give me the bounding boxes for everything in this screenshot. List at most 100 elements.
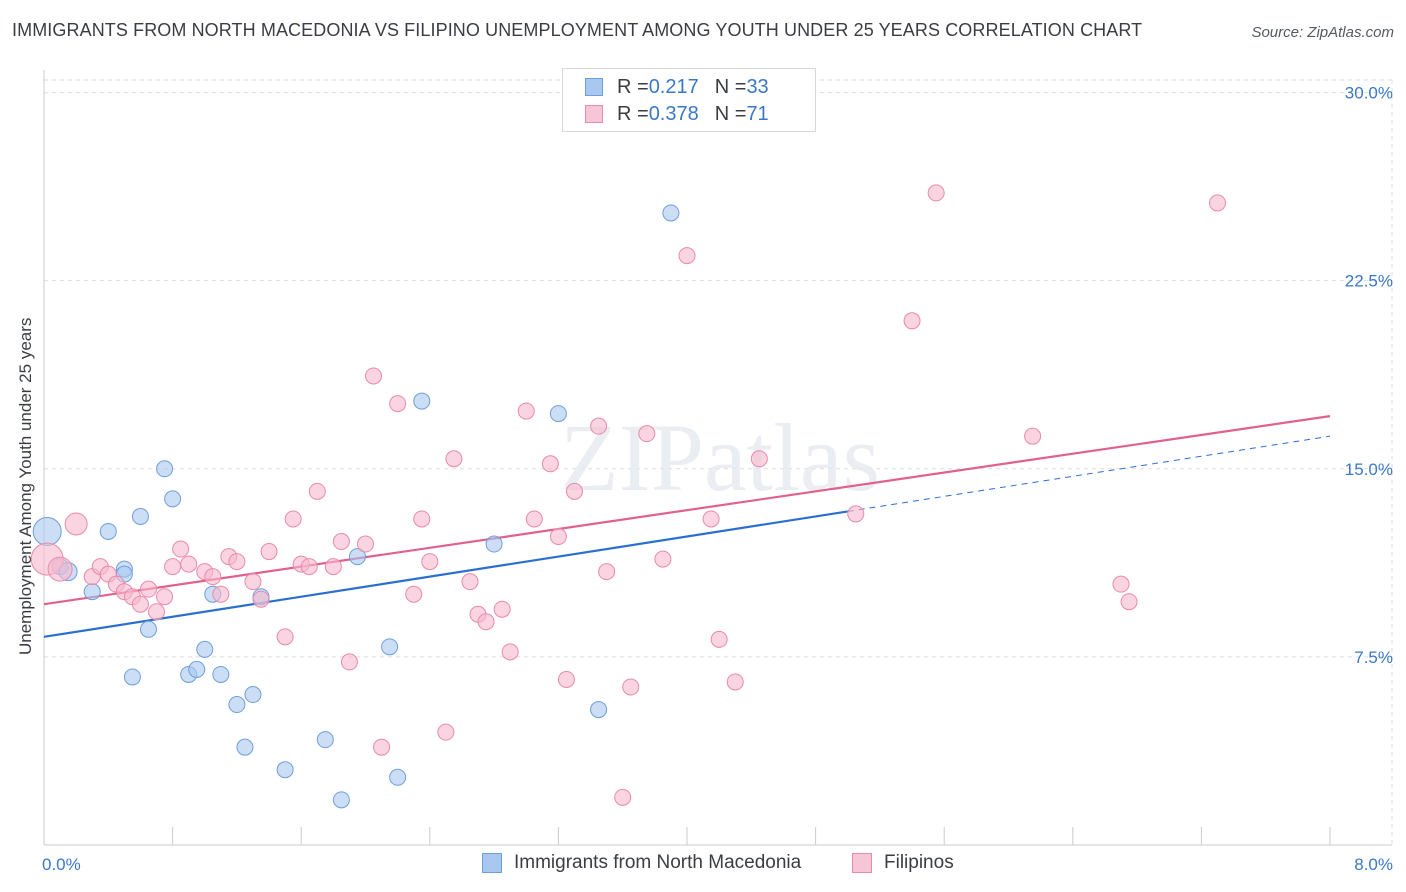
legend-item-filipinos[interactable]: Filipinos bbox=[852, 852, 954, 874]
filipino-point bbox=[557, 670, 575, 688]
legend-swatch-pink bbox=[852, 853, 872, 873]
filipino-point bbox=[622, 678, 640, 696]
macedonia-point bbox=[131, 507, 149, 525]
filipino-point bbox=[445, 450, 463, 468]
macedonia-point bbox=[32, 516, 62, 546]
filipino-point bbox=[477, 613, 495, 631]
filipino-point bbox=[284, 510, 302, 528]
filipino-point bbox=[1120, 593, 1138, 611]
macedonia-point bbox=[485, 535, 503, 553]
filipino-point bbox=[357, 535, 374, 553]
filipino-point bbox=[590, 417, 608, 435]
trend-lines bbox=[43, 415, 1331, 638]
macedonia-point bbox=[244, 686, 262, 704]
filipino-point bbox=[614, 788, 632, 806]
macedonia-point bbox=[348, 548, 366, 566]
filipino-point bbox=[421, 553, 439, 571]
filipino-point bbox=[139, 580, 157, 598]
macedonia-point bbox=[83, 583, 101, 601]
filipino-point bbox=[517, 402, 535, 420]
x-tick-label: 8.0% bbox=[1354, 855, 1393, 874]
legend-n-label: N = bbox=[714, 102, 747, 125]
macedonia-point bbox=[156, 460, 174, 478]
filipino-point bbox=[164, 558, 182, 576]
legend-r-label: R = bbox=[617, 102, 649, 125]
filipino-point bbox=[638, 425, 656, 443]
source-label: Source: ZipAtlas.com bbox=[1251, 24, 1394, 41]
filipino-point bbox=[228, 553, 246, 571]
legend-r-label: R = bbox=[617, 75, 649, 98]
filipino-point bbox=[549, 528, 567, 546]
macedonia-point bbox=[164, 490, 182, 508]
macedonia-point bbox=[139, 620, 157, 638]
legend-r-value: 0.217 bbox=[648, 75, 699, 98]
filipino-point bbox=[903, 312, 921, 330]
macedonia-point bbox=[188, 660, 206, 678]
tick-labels: 7.5% 15.0% 22.5% 30.0% 0.0% 8.0% bbox=[42, 84, 1393, 874]
y-tick-label: 15.0% bbox=[1345, 460, 1393, 479]
filipino-point bbox=[64, 512, 88, 536]
filipino-point bbox=[300, 558, 318, 576]
filipino-point bbox=[373, 738, 391, 756]
filipino-trend-line bbox=[43, 415, 1331, 606]
filipino-point bbox=[501, 643, 519, 661]
legend-swatch-blue bbox=[482, 853, 502, 873]
legend-r-value: 0.378 bbox=[648, 102, 699, 125]
filipino-point bbox=[172, 540, 190, 558]
macedonia-trend-line bbox=[43, 510, 848, 638]
filipino-point bbox=[365, 367, 383, 385]
macedonia-point bbox=[389, 768, 407, 786]
filipino-point bbox=[726, 673, 744, 691]
y-tick-label: 30.0% bbox=[1345, 84, 1393, 103]
y-tick-label: 7.5% bbox=[1354, 648, 1393, 667]
filipino-point bbox=[525, 510, 543, 528]
filipino-point bbox=[750, 450, 768, 468]
macedonia-point bbox=[332, 791, 350, 809]
x-tick-label: 0.0% bbox=[42, 855, 81, 874]
filipino-point bbox=[598, 563, 616, 581]
macedonia-point bbox=[212, 665, 230, 683]
legend-row-filipinos: R = 0.378 N = 71 bbox=[585, 101, 769, 127]
filipino-point bbox=[678, 247, 696, 265]
filipino-point bbox=[413, 510, 431, 528]
filipino-point bbox=[244, 573, 262, 591]
filipino-point bbox=[847, 505, 865, 523]
legend-n-value: 71 bbox=[746, 102, 769, 125]
y-tick-label: 22.5% bbox=[1345, 272, 1393, 291]
legend-label-macedonia: Immigrants from North Macedonia bbox=[514, 852, 802, 873]
macedonia-point bbox=[276, 761, 294, 779]
filipino-point bbox=[654, 550, 672, 568]
axes bbox=[43, 70, 1392, 846]
legend-swatch-blue bbox=[585, 78, 603, 96]
watermark: ZIPatlas bbox=[560, 404, 880, 511]
filipino-point bbox=[180, 555, 198, 573]
macedonia-trend-extension bbox=[847, 435, 1331, 512]
legend-item-macedonia[interactable]: Immigrants from North Macedonia bbox=[482, 852, 801, 874]
filipino-point bbox=[1208, 194, 1226, 212]
legend-row-macedonia: R = 0.217 N = 33 bbox=[585, 74, 769, 100]
filipino-point bbox=[276, 628, 294, 646]
filipino-point bbox=[131, 595, 149, 613]
filipino-point bbox=[1024, 427, 1042, 445]
macedonia-point bbox=[236, 738, 254, 756]
macedonia-point bbox=[196, 640, 214, 658]
filipino-point bbox=[340, 653, 358, 671]
filipino-point bbox=[156, 588, 174, 606]
filipino-point bbox=[324, 558, 342, 576]
filipino-point bbox=[212, 585, 230, 603]
legend-swatch-pink bbox=[585, 105, 603, 123]
macedonia-point bbox=[99, 522, 117, 540]
filipino-point bbox=[308, 482, 326, 500]
filipino-point bbox=[461, 573, 479, 591]
macedonia-point bbox=[413, 392, 431, 410]
filipino-point bbox=[565, 482, 583, 500]
filipino-point bbox=[1112, 575, 1130, 593]
macedonia-point bbox=[228, 696, 246, 714]
filipino-point bbox=[332, 533, 350, 551]
filipino-point bbox=[493, 600, 511, 618]
chart-title: IMMIGRANTS FROM NORTH MACEDONIA VS FILIP… bbox=[12, 20, 1143, 40]
y-axis-label: Unemployment Among Youth under 25 years bbox=[16, 317, 35, 655]
series-legend: Immigrants from North Macedonia Filipino… bbox=[0, 852, 1406, 878]
macedonia-point bbox=[381, 638, 399, 656]
